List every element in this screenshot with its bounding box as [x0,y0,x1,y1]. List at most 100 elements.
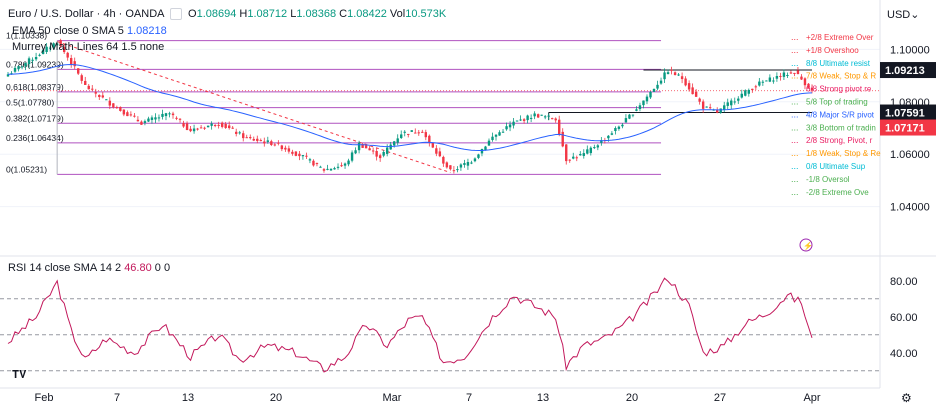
candle-body[interactable] [168,113,171,115]
candle-body[interactable] [793,72,796,74]
candle-body[interactable] [69,58,73,65]
candle-body[interactable] [396,138,399,143]
candle-body[interactable] [164,113,168,117]
candle-body[interactable] [157,117,161,119]
candle-body[interactable] [705,106,708,108]
candle-body[interactable] [249,137,252,139]
candle-body[interactable] [631,114,635,116]
candle-body[interactable] [45,46,48,52]
candle-body[interactable] [87,85,90,90]
candle-body[interactable] [424,132,427,138]
candle-body[interactable] [298,153,301,157]
candle-body[interactable] [6,74,10,77]
candle-body[interactable] [716,109,719,113]
candle-body[interactable] [105,99,108,101]
candle-body[interactable] [449,165,452,170]
candle-body[interactable] [579,153,582,156]
candle-body[interactable] [526,115,529,121]
candle-body[interactable] [635,109,638,111]
murrey-legend[interactable]: Murrey Math Lines 64 1.5 none [12,41,164,53]
candle-body[interactable] [287,148,291,152]
candle-body[interactable] [533,113,536,117]
candle-body[interactable] [645,96,649,102]
candle-body[interactable] [487,140,491,146]
candle-body[interactable] [800,76,803,80]
candle-body[interactable] [572,156,575,159]
candle-body[interactable] [52,43,55,48]
candle-body[interactable] [38,54,41,56]
candle-body[interactable] [62,47,66,53]
candle-body[interactable] [701,101,705,109]
candle-body[interactable] [684,78,687,86]
candle-body[interactable] [122,109,126,115]
candle-body[interactable] [519,119,522,121]
rsi-pane[interactable]: 40.00 60.00 80.00 [0,276,918,373]
candle-body[interactable] [354,150,357,154]
candle-body[interactable] [227,125,231,129]
candle-body[interactable] [147,118,150,122]
candle-body[interactable] [196,128,199,130]
candle-body[interactable] [305,155,308,157]
candle-body[interactable] [59,40,62,47]
candle-body[interactable] [192,128,196,132]
candle-body[interactable] [385,147,389,154]
candle-body[interactable] [55,43,59,46]
candle-body[interactable] [319,166,322,168]
candle-body[interactable] [719,108,722,113]
candle-body[interactable] [336,166,340,168]
candle-body[interactable] [638,105,642,110]
candle-body[interactable] [480,149,484,154]
candle-body[interactable] [178,118,182,120]
candle-body[interactable] [364,145,368,149]
candle-body[interactable] [522,119,526,121]
chevron-down-icon[interactable]: ⌄ [910,9,920,21]
candle-body[interactable] [263,141,266,144]
candle-body[interactable] [754,86,758,88]
candle-body[interactable] [101,95,104,98]
candle-body[interactable] [421,131,424,133]
candle-body[interactable] [691,87,694,95]
candle-body[interactable] [393,141,396,146]
candle-body[interactable] [456,169,459,171]
candle-body[interactable] [463,163,466,165]
candle-body[interactable] [677,74,680,76]
candle-body[interactable] [410,130,413,132]
candle-body[interactable] [733,101,736,103]
candle-body[interactable] [333,168,336,170]
candle-body[interactable] [403,131,406,133]
candle-body[interactable] [649,92,652,98]
candle-body[interactable] [723,105,726,110]
candle-body[interactable] [445,162,449,168]
candle-body[interactable] [515,120,519,122]
candle-body[interactable] [389,144,392,150]
candle-body[interactable] [477,154,480,158]
candle-body[interactable] [210,123,213,126]
candle-body[interactable] [291,151,294,154]
candle-body[interactable] [143,121,147,123]
candle-body[interactable] [231,127,234,129]
candle-body[interactable] [294,151,298,156]
currency-label[interactable]: USD [887,9,911,21]
candle-body[interactable] [175,117,178,119]
candle-body[interactable] [768,77,772,82]
candle-body[interactable] [698,98,701,102]
candle-body[interactable] [91,88,94,90]
candle-body[interactable] [659,80,663,84]
candle-body[interactable] [484,146,487,151]
candle-body[interactable] [617,126,621,129]
candle-body[interactable] [129,114,133,116]
candle-body[interactable] [280,145,284,150]
candle-body[interactable] [301,155,305,157]
candle-body[interactable] [614,127,617,132]
candle-body[interactable] [41,49,45,55]
candle-body[interactable] [758,81,761,86]
candle-body[interactable] [470,162,473,164]
candle-body[interactable] [182,123,185,127]
candle-body[interactable] [431,143,435,148]
candle-body[interactable] [199,127,203,129]
candle-body[interactable] [782,72,786,77]
candle-body[interactable] [694,91,698,97]
candle-body[interactable] [708,107,712,109]
